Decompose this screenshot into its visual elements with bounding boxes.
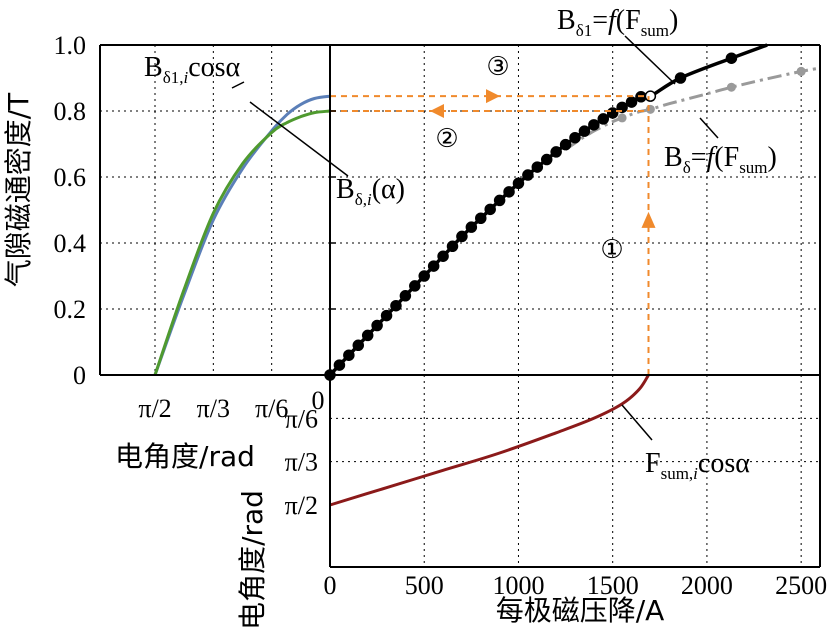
- y-tick-label: 0.2: [54, 295, 87, 324]
- grid-layer: [100, 45, 820, 567]
- curve-bdelta1-point: [531, 161, 544, 173]
- curve-bdelta-line: [564, 66, 821, 151]
- bottom-y-axis-title: 电角度/rad: [236, 490, 269, 630]
- step-1-label: ①: [600, 235, 623, 265]
- x-tick-label: 2500: [775, 571, 827, 600]
- label-bdelta1i-cos: Bδ1,icosα: [144, 52, 241, 87]
- curve-bdelta1-point: [371, 319, 383, 332]
- curves-layer: [153, 43, 821, 507]
- x-tick-label: 1000: [492, 571, 544, 600]
- y-tick-label: 0: [73, 361, 86, 390]
- curve-bdelta1-point: [475, 212, 487, 224]
- curve-bdelta1-point: [559, 138, 572, 151]
- bottom-y-tick-label: π/3: [285, 448, 318, 477]
- label-bdelta-f: Bδ=f(Fsum): [664, 142, 777, 177]
- curve-bdelta1-point: [550, 146, 562, 158]
- curve-bdelta1-point: [446, 240, 459, 253]
- curve-bdelta1-point: [522, 169, 534, 181]
- curve-bdelta1-point: [616, 101, 628, 114]
- curve-bdelta1-point: [361, 329, 374, 342]
- x-tick-label: 1500: [587, 571, 639, 600]
- bottom-y-tick-label: π/2: [285, 491, 318, 520]
- label-fsum-cos: Fsum,icosα: [645, 448, 750, 483]
- curve-bdelta1-point: [409, 280, 421, 292]
- step-3-label: ③: [486, 52, 509, 82]
- curve-bdelta1-point: [399, 290, 412, 302]
- curve-bdelta1-point: [540, 153, 553, 166]
- y-tick-label: 0.6: [54, 163, 87, 192]
- y-axis-title: 气隙磁通密度/T: [2, 92, 35, 287]
- curve-bdelta1-point: [588, 119, 600, 131]
- curve-bdelta1-point: [465, 221, 478, 233]
- step-2-label: ②: [435, 124, 458, 154]
- curve-bdelta1-point: [437, 250, 449, 262]
- left-x-tick-label: π/3: [197, 394, 230, 423]
- curve-bdelta1-point: [512, 177, 525, 190]
- curve-bdelta1-point: [343, 349, 355, 361]
- arrow-left: [430, 104, 444, 118]
- curve-bdelta-point: [726, 82, 736, 92]
- curve-bdelta1-point: [418, 270, 430, 282]
- label-bdeltai-alpha: Bδ,i(α): [336, 174, 405, 209]
- x-tick-label: 0: [324, 571, 337, 600]
- curve-bdelta1-point: [333, 359, 346, 371]
- y-tick-label: 0.4: [54, 229, 87, 258]
- leader-bdi: [249, 101, 349, 177]
- curve-bdelta1-point: [503, 186, 515, 198]
- x-tick-label: 2000: [681, 571, 733, 600]
- y-tick-label: 1.0: [54, 31, 87, 60]
- curve-bdelta1-point: [674, 72, 687, 84]
- curve-bdelta1-point: [493, 194, 506, 207]
- curve-bdelta1-point: [484, 203, 496, 216]
- leader-bdelta1: [624, 35, 676, 85]
- x-axis-title: 每极磁压降/A: [496, 594, 665, 627]
- left-x-tick-label: π/2: [138, 394, 171, 423]
- curve-bdelta-point: [796, 66, 806, 76]
- curve-bdelta1-point: [352, 339, 365, 352]
- leader-bcos: [231, 81, 245, 89]
- y-tick-label: 0.8: [54, 97, 87, 126]
- leader-bdelta: [699, 117, 719, 139]
- left-x-tick-label: 0: [312, 386, 325, 415]
- curve-bdelta1-point: [390, 299, 402, 312]
- bottom-y-tick-label: π/6: [285, 404, 318, 433]
- left-x-tick-label: π/6: [255, 394, 288, 423]
- curve-bdelta1-point: [456, 230, 468, 243]
- left-curve-bdi: [153, 109, 331, 376]
- leader-fcos: [621, 404, 653, 441]
- label-bdelta1-f: Bδ1=f(Fsum): [557, 5, 678, 40]
- bottom-curve-fcos: [329, 374, 650, 507]
- curve-bdelta1-point: [427, 260, 440, 272]
- left-x-axis-title: 电角度/rad: [115, 440, 255, 473]
- curve-bdelta1-point: [606, 107, 619, 119]
- curve-bdelta1-point: [578, 125, 591, 137]
- labels-layer: 0 0.2 0.4 0.6 0.8 1.0 0 500 1000 1500 2000 2500 π/2 π…: [54, 31, 828, 600]
- curve-bdelta1-point: [569, 131, 581, 144]
- curve-bdelta1-point: [725, 52, 738, 64]
- guide-arrows-layer: [330, 89, 656, 375]
- left-curve-bcos: [153, 94, 331, 376]
- x-tick-label: 500: [405, 571, 444, 600]
- curve-bdelta1-point: [625, 96, 638, 108]
- curve-bdelta-point: [645, 104, 655, 114]
- curve-bdelta-point: [617, 113, 627, 123]
- curve-bdelta1-point: [644, 90, 657, 102]
- arrow-right: [486, 89, 500, 104]
- curve-bdelta1-point: [597, 113, 610, 125]
- arrow-up: [641, 211, 656, 228]
- curve-bdelta1-point: [380, 309, 393, 322]
